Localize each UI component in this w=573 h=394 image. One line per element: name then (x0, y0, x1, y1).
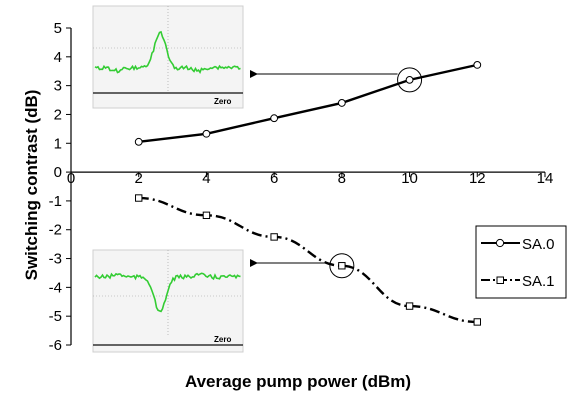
legend-sa1-label: SA.1 (522, 273, 555, 290)
y-tick-label: -4 (49, 279, 62, 296)
data-point (473, 318, 481, 326)
data-point (405, 75, 414, 84)
data-point (270, 114, 279, 123)
y-tick-label: 4 (54, 49, 62, 66)
legend-sa1-marker (496, 276, 504, 284)
x-tick-label: 12 (469, 170, 486, 187)
legend: SA.0 SA.1 (475, 225, 567, 299)
y-tick-label: -3 (49, 251, 62, 268)
data-point (337, 99, 346, 107)
y-tick-label: 2 (54, 106, 62, 123)
y-tick-label: -6 (49, 337, 62, 354)
data-point (270, 233, 278, 241)
inset-top-zero-label: Zero (214, 97, 231, 106)
data-point (135, 194, 143, 202)
inset-bottom-zero-label: Zero (214, 335, 231, 344)
data-point (202, 211, 211, 220)
data-point (405, 302, 414, 310)
data-point (473, 60, 482, 69)
x-tick-label: 0 (67, 170, 75, 187)
y-tick-label: 0 (54, 164, 62, 181)
y-axis-title: Switching contrast (dB) (22, 90, 41, 281)
y-tick-label: 3 (54, 78, 62, 95)
annotation-circle (397, 67, 423, 93)
annotations (250, 67, 423, 279)
y-tick-label: -5 (49, 308, 62, 325)
x-tick-label: 14 (537, 170, 554, 187)
data-point (134, 137, 143, 146)
data-point (338, 262, 346, 270)
inset-bottom-trace (94, 272, 241, 313)
y-tick-label: -1 (49, 193, 62, 210)
y-tick-labels: 5 4 3 2 1 0 -1 -2 -3 -4 -5 -6 (49, 20, 62, 354)
x-tick-label: 4 (202, 170, 210, 187)
x-tick-label: 2 (135, 170, 143, 187)
annotation-circle (329, 253, 355, 279)
y-tick-label: 5 (54, 20, 62, 37)
inset-spectrum-peak: Zero (92, 5, 244, 109)
axes (66, 27, 546, 346)
x-axis-title: Average pump power (dBm) (185, 372, 411, 391)
inset-spectrum-dip: Zero (92, 249, 244, 353)
legend-sa0-label: SA.0 (522, 236, 555, 253)
inset-top-trace (94, 30, 241, 74)
legend-box (475, 225, 567, 299)
y-tick-label: 1 (54, 135, 62, 152)
x-tick-label: 10 (401, 170, 418, 187)
x-tick-labels: 0 2 4 6 8 10 12 14 (67, 170, 554, 187)
data-point (202, 129, 211, 138)
y-tick-label: -2 (49, 222, 62, 239)
legend-sa0-marker (495, 238, 505, 248)
x-tick-label: 6 (270, 170, 278, 187)
x-tick-label: 8 (338, 170, 346, 187)
